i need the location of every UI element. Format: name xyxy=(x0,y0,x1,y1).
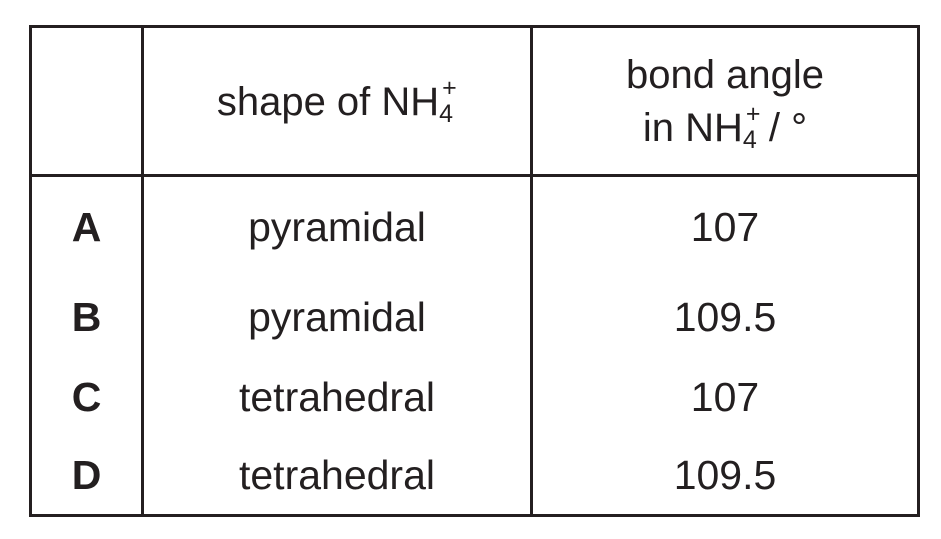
option-letter-cell: B xyxy=(32,277,144,357)
bond-angle-header-text: in NH xyxy=(642,105,743,150)
bond-angle-cell: 109.5 xyxy=(673,452,777,498)
shape-cell: pyramidal xyxy=(144,277,533,357)
header-cell-shape: shape of NH +4 xyxy=(144,28,533,174)
formula-superscript-plus: + xyxy=(442,73,457,102)
option-letter-cell: D xyxy=(32,437,144,514)
nh4-subsup-stack: +4 xyxy=(743,99,761,152)
shape-cell: pyramidal xyxy=(144,177,533,277)
degree-unit-label: / ° xyxy=(768,105,808,150)
bond-angle-header: bond angle in NH +4/ ° xyxy=(626,49,824,154)
options-table: shape of NH +4 bond angle in NH +4/ ° A py… xyxy=(29,25,920,517)
table-header-row: shape of NH +4 bond angle in NH +4/ ° xyxy=(32,28,917,177)
formula-superscript-plus: + xyxy=(745,99,761,128)
header-cell-option xyxy=(32,28,144,174)
shape-header-text: shape of NH xyxy=(216,79,440,124)
bond-angle-cell: 107 xyxy=(690,373,760,420)
shape-cell: tetrahedral xyxy=(144,437,533,514)
option-letter-cell: A xyxy=(32,177,144,277)
bond-angle-header-line2: in NH +4/ ° xyxy=(643,101,807,154)
option-letter-cell: C xyxy=(32,357,144,437)
table-body: A pyramidal 107 B pyramidal 109.5 C tetr… xyxy=(32,177,917,514)
formula-subscript-four: 4 xyxy=(439,99,454,128)
header-cell-bond-angle: bond angle in NH +4/ ° xyxy=(533,28,917,174)
shape-header-formula: shape of NH +4 xyxy=(217,75,457,128)
bond-angle-cell: 109.5 xyxy=(673,293,777,340)
bond-angle-header-line1: bond angle xyxy=(626,52,824,97)
bond-angle-cell: 107 xyxy=(690,203,760,250)
nh4-subsup-stack: +4 xyxy=(439,73,457,126)
shape-cell: tetrahedral xyxy=(144,357,533,437)
formula-subscript-four: 4 xyxy=(742,125,757,154)
